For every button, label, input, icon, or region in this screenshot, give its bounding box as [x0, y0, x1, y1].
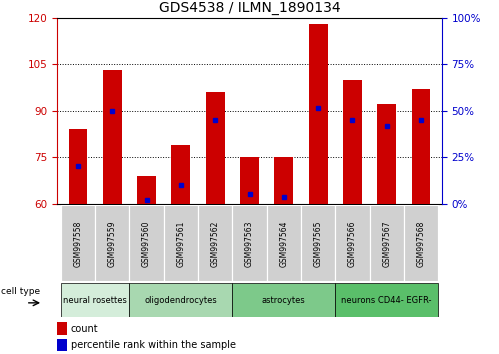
Text: GSM997561: GSM997561	[176, 220, 186, 267]
Text: astrocytes: astrocytes	[262, 296, 306, 304]
Title: GDS4538 / ILMN_1890134: GDS4538 / ILMN_1890134	[159, 1, 340, 15]
Bar	[370, 205, 404, 281]
Bar	[103, 70, 122, 204]
Bar	[129, 205, 164, 281]
Bar	[137, 176, 156, 204]
Text: oligodendrocytes: oligodendrocytes	[145, 296, 217, 304]
Bar	[335, 283, 438, 317]
Bar	[95, 205, 129, 281]
Text: cell type: cell type	[0, 287, 39, 296]
Bar	[198, 205, 233, 281]
Text: percentile rank within the sample: percentile rank within the sample	[71, 340, 236, 350]
Bar	[164, 205, 198, 281]
Text: GSM997564: GSM997564	[279, 220, 288, 267]
Bar	[377, 104, 396, 204]
Text: neural rosettes: neural rosettes	[63, 296, 127, 304]
Text: count: count	[71, 324, 98, 333]
Bar	[309, 24, 327, 204]
Bar	[57, 339, 67, 351]
Bar	[172, 145, 190, 204]
Bar	[343, 80, 362, 204]
Bar	[233, 205, 266, 281]
Bar	[404, 205, 438, 281]
Bar	[129, 283, 233, 317]
Text: GSM997567: GSM997567	[382, 220, 391, 267]
Bar	[335, 205, 370, 281]
Text: GSM997559: GSM997559	[108, 220, 117, 267]
Text: GSM997558: GSM997558	[73, 220, 82, 267]
Text: GSM997568: GSM997568	[417, 220, 426, 267]
Bar	[57, 322, 67, 335]
Bar	[240, 157, 259, 204]
Text: GSM997560: GSM997560	[142, 220, 151, 267]
Bar	[61, 283, 129, 317]
Bar	[266, 205, 301, 281]
Bar	[68, 129, 87, 204]
Text: GSM997565: GSM997565	[313, 220, 323, 267]
Bar	[61, 205, 95, 281]
Text: GSM997566: GSM997566	[348, 220, 357, 267]
Bar	[412, 89, 431, 204]
Bar	[233, 283, 335, 317]
Bar	[274, 157, 293, 204]
Text: GSM997562: GSM997562	[211, 220, 220, 267]
Bar	[301, 205, 335, 281]
Text: GSM997563: GSM997563	[245, 220, 254, 267]
Bar	[206, 92, 225, 204]
Text: neurons CD44- EGFR-: neurons CD44- EGFR-	[341, 296, 432, 304]
